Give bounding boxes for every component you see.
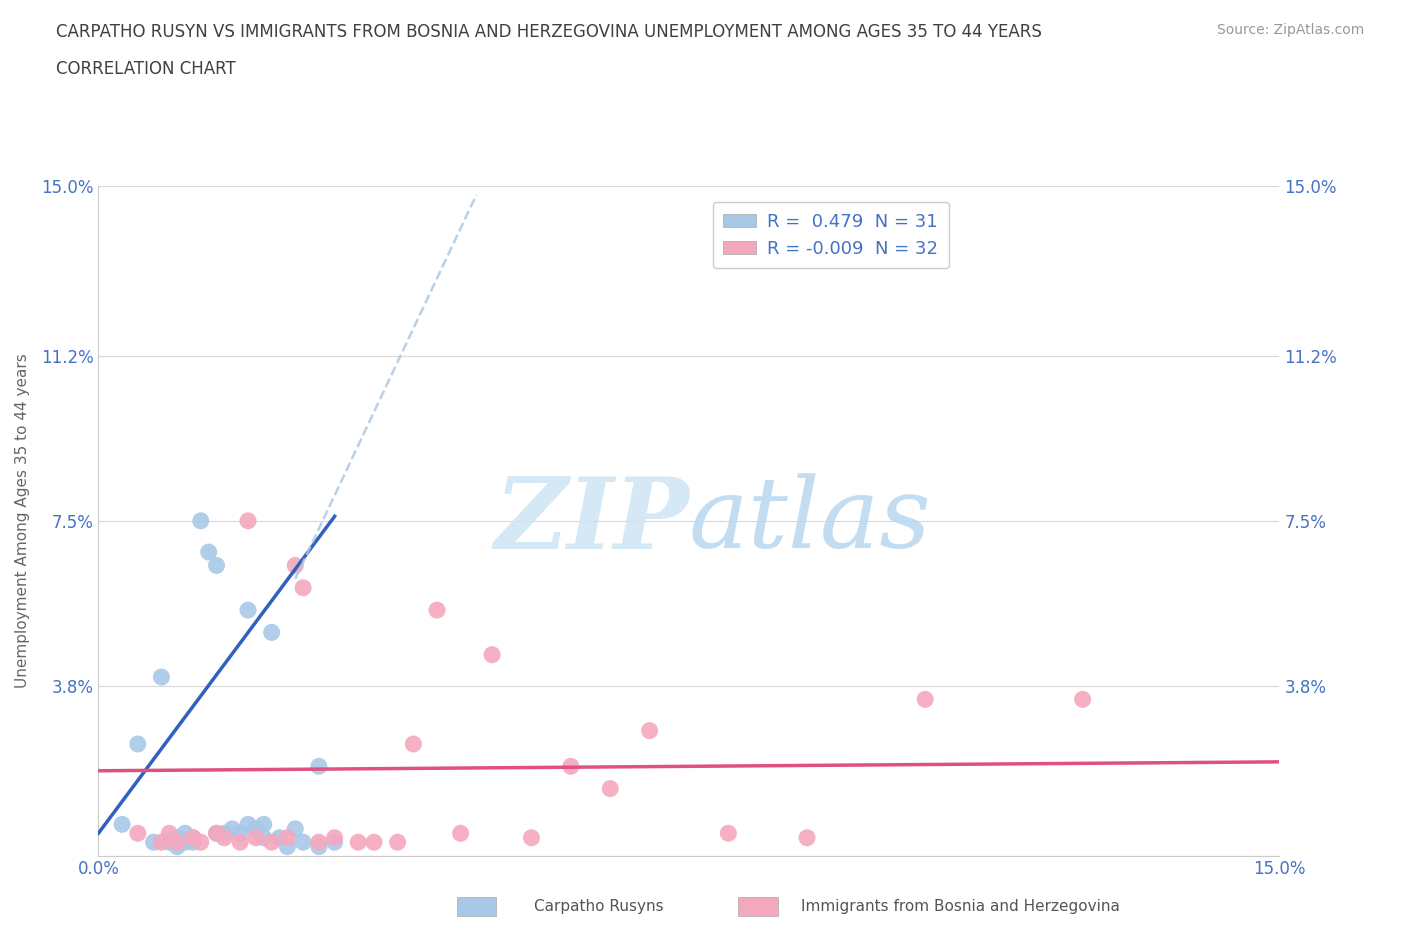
Point <box>347 835 370 850</box>
Point <box>236 817 259 831</box>
Point <box>1071 692 1094 707</box>
Point <box>229 835 252 850</box>
Point <box>127 826 149 841</box>
Legend: R =  0.479  N = 31, R = -0.009  N = 32: R = 0.479 N = 31, R = -0.009 N = 32 <box>713 202 949 269</box>
Point <box>174 826 197 841</box>
Point <box>276 839 298 854</box>
Point <box>599 781 621 796</box>
Point <box>157 835 180 850</box>
Point <box>111 817 134 831</box>
Text: Immigrants from Bosnia and Herzegovina: Immigrants from Bosnia and Herzegovina <box>801 899 1121 914</box>
Point <box>166 830 188 845</box>
Text: Source: ZipAtlas.com: Source: ZipAtlas.com <box>1216 23 1364 37</box>
Point <box>181 830 204 845</box>
Point <box>560 759 582 774</box>
Point <box>387 835 409 850</box>
Point <box>269 830 291 845</box>
Point <box>127 737 149 751</box>
Text: atlas: atlas <box>689 473 932 568</box>
Text: Carpatho Rusyns: Carpatho Rusyns <box>534 899 664 914</box>
Point <box>190 835 212 850</box>
Point <box>796 830 818 845</box>
Y-axis label: Unemployment Among Ages 35 to 44 years: Unemployment Among Ages 35 to 44 years <box>14 353 30 688</box>
Point <box>308 839 330 854</box>
Text: ZIP: ZIP <box>494 472 689 569</box>
Point <box>323 830 346 845</box>
Point <box>205 558 228 573</box>
Point <box>229 826 252 841</box>
Point <box>481 647 503 662</box>
Point <box>181 835 204 850</box>
Point <box>214 826 236 841</box>
Point <box>253 817 276 831</box>
Point <box>253 830 276 845</box>
Point <box>450 826 472 841</box>
Point <box>166 835 188 850</box>
Point <box>363 835 385 850</box>
Point <box>284 821 307 836</box>
Point <box>205 826 228 841</box>
Point <box>260 625 283 640</box>
Text: CORRELATION CHART: CORRELATION CHART <box>56 60 236 78</box>
Point <box>402 737 425 751</box>
Point <box>717 826 740 841</box>
Point <box>142 835 165 850</box>
Point <box>292 580 315 595</box>
Point <box>426 603 449 618</box>
Point <box>914 692 936 707</box>
Point <box>166 839 188 854</box>
Point <box>245 830 267 845</box>
Text: CARPATHO RUSYN VS IMMIGRANTS FROM BOSNIA AND HERZEGOVINA UNEMPLOYMENT AMONG AGES: CARPATHO RUSYN VS IMMIGRANTS FROM BOSNIA… <box>56 23 1042 41</box>
Point <box>236 603 259 618</box>
Point <box>638 724 661 738</box>
Point <box>260 835 283 850</box>
Point <box>323 835 346 850</box>
Point <box>174 835 197 850</box>
Point <box>157 826 180 841</box>
Point <box>284 558 307 573</box>
Point <box>308 835 330 850</box>
Point <box>150 670 173 684</box>
Point <box>245 821 267 836</box>
Point <box>236 513 259 528</box>
Point <box>292 835 315 850</box>
Point <box>181 830 204 845</box>
Point <box>221 821 243 836</box>
Point <box>190 513 212 528</box>
Point <box>205 826 228 841</box>
Point <box>276 830 298 845</box>
Point <box>197 545 219 560</box>
Point <box>520 830 543 845</box>
Point <box>308 759 330 774</box>
Point <box>150 835 173 850</box>
Point <box>214 830 236 845</box>
